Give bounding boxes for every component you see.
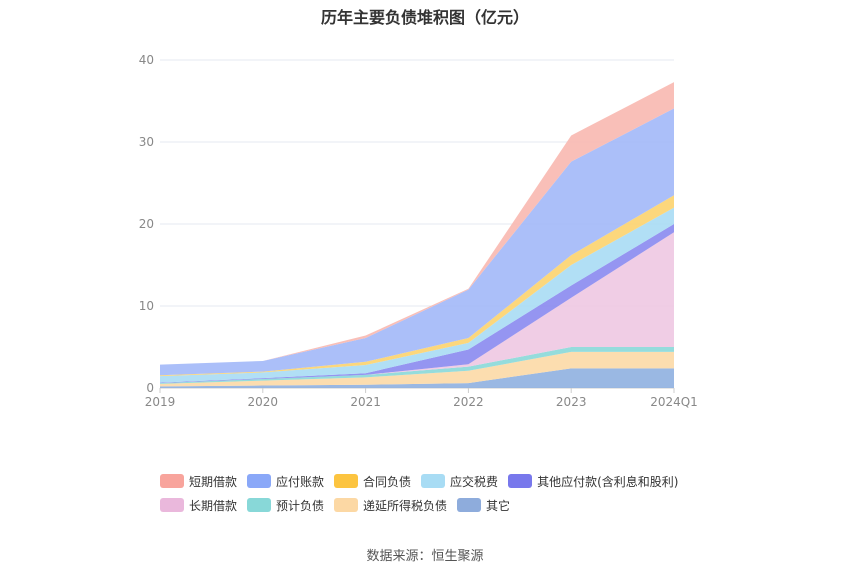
x-tick-label: 2024Q1 <box>650 395 698 409</box>
area-series-应付账款 <box>160 108 674 376</box>
legend-label: 合同负债 <box>363 474 412 489</box>
legend-swatch <box>457 498 482 512</box>
y-tick-label: 40 <box>139 53 154 67</box>
legend-label: 其他应付款(含利息和股利) <box>537 474 679 489</box>
legend-item[interactable]: 递延所得税负债 <box>334 497 447 514</box>
legend-label: 其它 <box>486 498 511 513</box>
area-series-短期借款 <box>160 82 674 365</box>
legend-item[interactable]: 短期借款 <box>160 473 237 490</box>
area-series <box>160 82 674 388</box>
legend-swatch <box>160 474 184 488</box>
legend-swatch <box>508 474 533 488</box>
y-tick-label: 30 <box>139 135 154 149</box>
legend-label: 预计负债 <box>276 498 325 513</box>
area-series-预计负债 <box>160 347 674 384</box>
chart-plot: 0 10 20 30 40 2019 2020 2021 2022 2023 2024Q1 <box>139 53 698 409</box>
legend-item[interactable]: 应付账款 <box>247 473 324 490</box>
legend-item[interactable]: 其它 <box>457 497 510 514</box>
legend-swatch <box>421 474 446 488</box>
legend: 短期借款 应付账款 合同负债 应交税费 其他应付款(含利息和股利) 长期借款 预计负债 递延… <box>160 470 760 518</box>
x-tick-label: 2022 <box>453 395 484 409</box>
source-note: 数据来源：恒生聚源 <box>366 549 484 564</box>
area-series-长期借款 <box>160 232 674 384</box>
legend-row-1: 短期借款 应付账款 合同负债 应交税费 其他应付款(含利息和股利) <box>160 470 760 492</box>
legend-item[interactable]: 其他应付款(含利息和股利) <box>508 473 678 490</box>
y-tick-label: 20 <box>139 217 154 231</box>
legend-item[interactable]: 应交税费 <box>421 473 498 490</box>
legend-label: 应交税费 <box>450 474 499 489</box>
area-series-递延所得税负债 <box>160 351 674 387</box>
chart-title: 历年主要负债堆积图（亿元） <box>320 8 529 27</box>
x-tick-label: 2023 <box>556 395 587 409</box>
legend-item[interactable]: 长期借款 <box>160 497 237 514</box>
x-tick-label: 2020 <box>248 395 279 409</box>
legend-label: 递延所得税负债 <box>363 498 448 513</box>
legend-swatch <box>247 474 272 488</box>
legend-swatch <box>160 498 184 512</box>
legend-swatch <box>334 498 359 512</box>
y-tick-label: 0 <box>146 381 154 395</box>
x-tick-label: 2019 <box>145 395 176 409</box>
legend-swatch <box>334 474 359 488</box>
area-series-其它 <box>160 368 674 388</box>
legend-item[interactable]: 预计负债 <box>247 497 324 514</box>
x-tick-label: 2021 <box>350 395 381 409</box>
legend-row-2: 长期借款 预计负债 递延所得税负债 其它 <box>160 494 760 516</box>
y-tick-label: 10 <box>139 299 154 313</box>
legend-label: 应付账款 <box>276 474 325 489</box>
legend-label: 长期借款 <box>189 498 238 513</box>
legend-item[interactable]: 合同负债 <box>334 473 411 490</box>
axes: 0 10 20 30 40 2019 2020 2021 2022 2023 2024Q1 <box>139 53 698 409</box>
legend-swatch <box>247 498 272 512</box>
legend-label: 短期借款 <box>189 474 238 489</box>
